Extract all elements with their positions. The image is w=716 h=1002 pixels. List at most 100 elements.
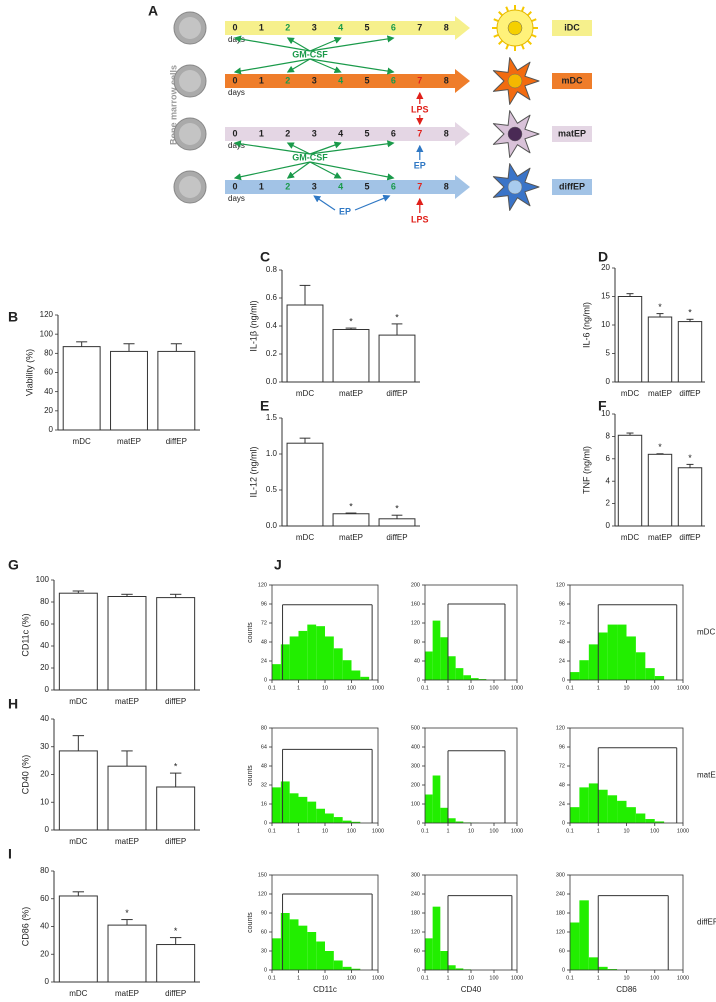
x-tick-label: 100 bbox=[489, 685, 498, 691]
y-tick-label: 0.5 bbox=[266, 485, 278, 494]
cell-nucleus bbox=[507, 20, 523, 36]
histogram-bar bbox=[307, 932, 317, 970]
histogram-bar bbox=[570, 922, 580, 970]
panel-label: A bbox=[148, 3, 158, 19]
histogram-bar bbox=[448, 965, 456, 970]
panel-label: H bbox=[8, 696, 18, 712]
y-tick-label: 240 bbox=[411, 891, 420, 897]
histogram-bar bbox=[579, 787, 589, 823]
x-tick-label: 10 bbox=[623, 685, 629, 691]
arrow bbox=[309, 37, 342, 52]
y-tick-label: 24 bbox=[559, 801, 565, 807]
day-number: 7 bbox=[417, 75, 422, 85]
y-tick-label: 90 bbox=[261, 910, 267, 916]
panel-label: G bbox=[8, 557, 19, 573]
histogram-bar bbox=[425, 938, 433, 970]
significance: * bbox=[174, 761, 178, 771]
x-tick-label: 0.1 bbox=[268, 975, 276, 981]
cell-label-box bbox=[552, 179, 592, 195]
y-tick-label: 40 bbox=[414, 658, 420, 664]
histogram-bar bbox=[635, 652, 646, 680]
x-tick-label: 1000 bbox=[511, 975, 523, 981]
y-tick-label: 20 bbox=[44, 406, 53, 415]
bar bbox=[332, 513, 370, 527]
bar bbox=[157, 350, 196, 431]
significance: * bbox=[658, 302, 662, 312]
x-tick-label: 0.1 bbox=[421, 828, 429, 834]
histogram-bar bbox=[463, 675, 471, 680]
x-tick-label: 10 bbox=[468, 685, 474, 691]
histogram-bar bbox=[272, 664, 281, 680]
bar bbox=[647, 453, 673, 527]
bar bbox=[107, 765, 147, 831]
histogram-bar bbox=[425, 794, 433, 823]
histogram-bar bbox=[333, 960, 343, 970]
histogram-bar bbox=[272, 938, 281, 970]
day-number: 2 bbox=[285, 22, 290, 32]
bar bbox=[107, 596, 147, 691]
x-tick-label: 100 bbox=[489, 975, 498, 981]
timeline-arrow bbox=[225, 122, 470, 146]
histogram-bar bbox=[440, 951, 448, 970]
arrow bbox=[286, 161, 311, 179]
significance: * bbox=[658, 442, 662, 452]
histogram-bar bbox=[645, 819, 655, 823]
y-tick-label: 0 bbox=[606, 521, 611, 530]
arrow bbox=[354, 194, 391, 211]
y-tick-label: 6 bbox=[606, 454, 611, 463]
bar bbox=[677, 321, 703, 383]
panel-label: C bbox=[260, 249, 270, 265]
x-tick-label: matEP bbox=[115, 697, 139, 706]
y-tick-label: 80 bbox=[44, 348, 53, 357]
y-tick-label: 100 bbox=[411, 801, 420, 807]
y-tick-label: 15 bbox=[601, 292, 610, 301]
arrow bbox=[233, 35, 311, 52]
histogram-bar bbox=[654, 821, 665, 823]
day-number: 3 bbox=[312, 181, 317, 191]
y-tick-label: 2 bbox=[606, 499, 611, 508]
y-tick-label: 1.5 bbox=[266, 413, 278, 422]
histogram-bar bbox=[588, 957, 599, 970]
x-tick-label: 100 bbox=[489, 828, 498, 834]
x-tick-label: mDC bbox=[296, 533, 314, 542]
x-tick-label: 10 bbox=[322, 975, 328, 981]
x-tick-label: 0.1 bbox=[268, 828, 276, 834]
y-tick-label: 500 bbox=[411, 725, 420, 731]
histogram-bar bbox=[342, 820, 352, 823]
histogram-bar bbox=[289, 793, 299, 823]
histogram-bar bbox=[325, 813, 334, 823]
x-tick-label: 10 bbox=[623, 975, 629, 981]
y-tick-label: 0 bbox=[264, 820, 267, 826]
bar bbox=[677, 467, 703, 527]
annotation: GM-CSF bbox=[292, 49, 328, 59]
y-tick-label: 0 bbox=[45, 825, 50, 834]
y-tick-label: 100 bbox=[40, 329, 54, 338]
y-tick-label: 120 bbox=[411, 929, 420, 935]
cell-label: mDC bbox=[561, 75, 583, 85]
histogram-bar bbox=[360, 676, 370, 680]
plot-frame bbox=[569, 874, 684, 971]
day-number: 6 bbox=[391, 75, 396, 85]
x-tick-label: 1000 bbox=[372, 828, 384, 834]
x-tick-label: 1 bbox=[446, 828, 449, 834]
bar bbox=[110, 350, 148, 431]
histogram-bar bbox=[333, 648, 343, 680]
y-tick-label: 96 bbox=[559, 601, 565, 607]
side-label: Bone marrow cells bbox=[168, 65, 178, 145]
bar bbox=[617, 296, 643, 383]
bar bbox=[58, 895, 98, 983]
cell-nucleus bbox=[507, 73, 523, 89]
x-tick-label: 0.1 bbox=[421, 685, 429, 691]
y-axis-label: CD40 (%) bbox=[20, 755, 30, 795]
x-axis-label: CD40 bbox=[461, 985, 482, 994]
cell-ray bbox=[493, 18, 499, 23]
day-number: 8 bbox=[444, 75, 449, 85]
y-tick-label: 400 bbox=[411, 744, 420, 750]
bar bbox=[58, 592, 98, 691]
y-tick-label: 160 bbox=[411, 601, 420, 607]
x-tick-label: matEP bbox=[115, 837, 139, 846]
y-tick-label: 120 bbox=[258, 582, 267, 588]
x-tick-label: 1000 bbox=[677, 975, 689, 981]
arrow bbox=[233, 161, 311, 181]
